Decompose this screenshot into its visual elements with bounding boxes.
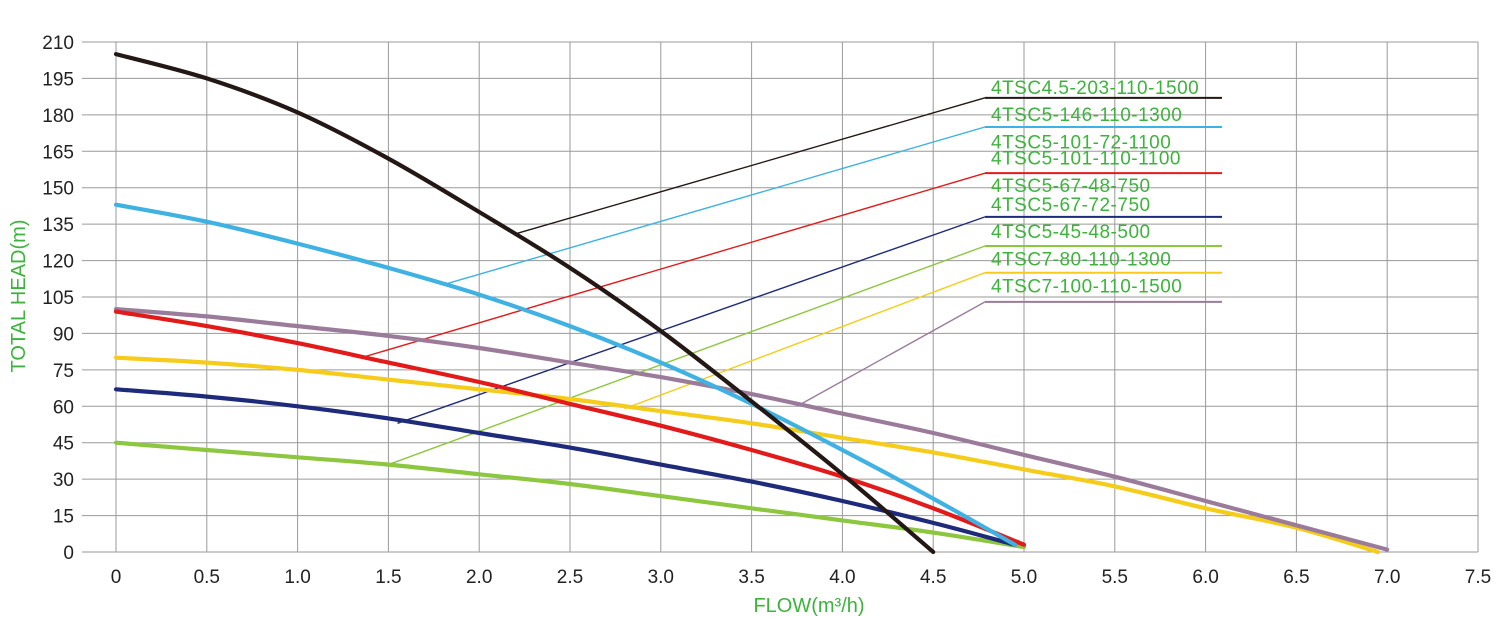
legend-label: 4TSC5-101-72-1100 bbox=[991, 132, 1171, 153]
y-tick-label: 30 bbox=[53, 470, 74, 491]
legend-leader-line bbox=[442, 126, 986, 286]
legend: 4TSC4.5-203-110-1500 4TSC5-146-110-1300 4T… bbox=[985, 78, 1222, 303]
series-curve bbox=[113, 307, 1390, 552]
x-tick-label: 5.5 bbox=[1102, 567, 1128, 588]
x-tick-label: 1.0 bbox=[284, 567, 310, 588]
x-tick-label: 7.5 bbox=[1465, 567, 1491, 588]
y-tick-label: 105 bbox=[42, 288, 74, 309]
y-tick-label: 210 bbox=[42, 33, 74, 54]
y-tick-label: 180 bbox=[42, 106, 74, 127]
series-curve bbox=[113, 202, 1017, 547]
y-axis-ticks: 0 15 30 45 60 75 90 105 120 135 150 165 180 195 210 bbox=[42, 33, 74, 564]
y-tick-label: 15 bbox=[53, 507, 74, 528]
legend-label: 4TSC5-67-72-750 bbox=[991, 195, 1151, 216]
series-curve bbox=[113, 52, 936, 555]
x-tick-label: 4.0 bbox=[829, 567, 855, 588]
legend-label: 4TSC4.5-203-110-1500 bbox=[991, 78, 1199, 99]
legend-label: 4TSC7-80-110-1300 bbox=[991, 249, 1171, 270]
y-tick-label: 60 bbox=[53, 397, 74, 418]
series-curve bbox=[113, 355, 1381, 555]
x-tick-label: 5.0 bbox=[1011, 567, 1037, 588]
legend-label: 4TSC5-67-48-750 bbox=[991, 176, 1151, 197]
legend-label: 4TSC5-45-48-500 bbox=[991, 222, 1151, 243]
x-tick-label: 4.5 bbox=[920, 567, 946, 588]
y-tick-label: 165 bbox=[42, 142, 74, 163]
curves bbox=[113, 52, 1390, 555]
x-tick-label: 2.0 bbox=[466, 567, 492, 588]
y-tick-label: 195 bbox=[42, 69, 74, 90]
x-tick-label: 2.5 bbox=[557, 567, 583, 588]
x-axis-ticks: 0 0.5 1.0 1.5 2.0 2.5 3.0 3.5 4.0 4.5 5.0 5.5 6.0 6.5… bbox=[111, 567, 1492, 588]
legend-leader-line bbox=[360, 172, 986, 359]
series-curve bbox=[113, 309, 1027, 547]
x-tick-label: 3.0 bbox=[648, 567, 674, 588]
x-tick-label: 7.0 bbox=[1374, 567, 1400, 588]
x-tick-label: 3.5 bbox=[738, 567, 764, 588]
x-tick-label: 1.5 bbox=[375, 567, 401, 588]
legend-leader-lines bbox=[360, 97, 986, 466]
x-tick-label: 6.5 bbox=[1283, 567, 1309, 588]
x-tick-label: 6.0 bbox=[1192, 567, 1218, 588]
y-tick-label: 135 bbox=[42, 215, 74, 236]
y-tick-label: 0 bbox=[63, 543, 74, 564]
y-tick-label: 45 bbox=[53, 434, 74, 455]
legend-leader-line bbox=[397, 216, 986, 424]
y-tick-label: 150 bbox=[42, 179, 74, 200]
legend-label: 4TSC7-100-110-1500 bbox=[991, 277, 1182, 298]
legend-label: 4TSC5-146-110-1300 bbox=[991, 105, 1182, 126]
x-axis-title: FLOW(m³/h) bbox=[753, 595, 864, 617]
y-axis-title: TOTAL HEAD(m) bbox=[8, 220, 30, 373]
x-tick-label: 0.5 bbox=[194, 567, 220, 588]
y-tick-label: 90 bbox=[53, 324, 74, 345]
x-tick-label: 0 bbox=[111, 567, 122, 588]
legend-leader-line bbox=[624, 272, 986, 410]
series-curve bbox=[113, 440, 1027, 550]
legend-label: 4TSC5-101-110-1100 bbox=[991, 149, 1181, 170]
legend-leader-line bbox=[515, 97, 986, 235]
grid bbox=[82, 41, 1479, 553]
series-curve bbox=[113, 387, 1017, 547]
y-tick-label: 75 bbox=[53, 361, 74, 382]
y-tick-label: 120 bbox=[42, 252, 74, 273]
legend-leader-line bbox=[388, 245, 986, 466]
legend-leader-line bbox=[796, 301, 986, 407]
